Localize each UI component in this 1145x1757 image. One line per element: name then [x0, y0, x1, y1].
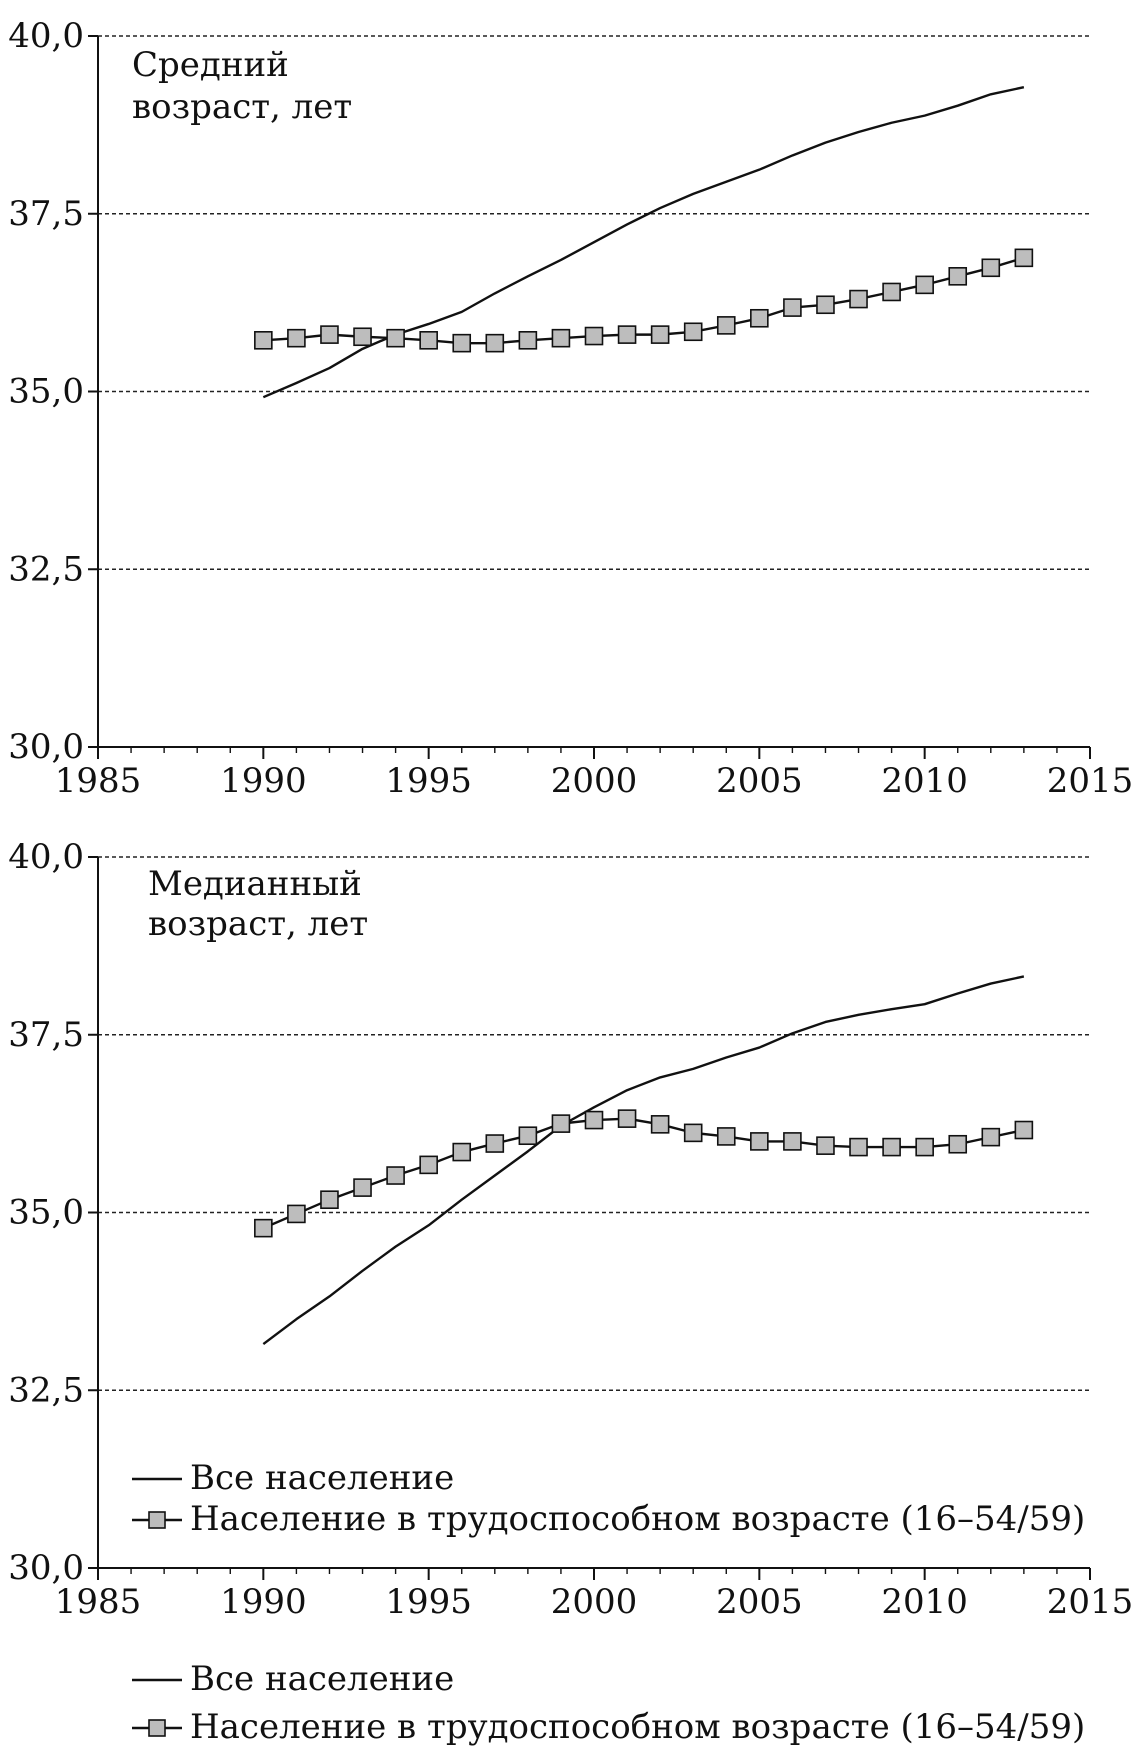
chart-title-line: возраст, лет — [132, 87, 352, 127]
data-point-square — [981, 1127, 1001, 1147]
x-tick-label: 1995 — [385, 761, 472, 801]
data-point-square — [816, 295, 835, 315]
data-point-square — [816, 1136, 835, 1155]
data-point-square — [617, 1109, 637, 1128]
data-point-square — [882, 282, 901, 302]
data-point-square — [948, 267, 968, 286]
x-tick-label: 2005 — [716, 1582, 803, 1622]
data-point-square — [882, 1137, 901, 1157]
x-tick-label: 2005 — [716, 761, 803, 801]
data-point-square — [386, 1166, 405, 1185]
x-tick-label: 2010 — [881, 1582, 968, 1622]
x-tick-label: 2000 — [551, 1582, 638, 1622]
data-point-square — [353, 327, 372, 347]
bottom-legend: Все население Население в трудоспособном … — [132, 1659, 1085, 1747]
data-point-square — [783, 1132, 802, 1151]
data-point-square — [617, 325, 637, 344]
series-line-2 — [263, 256, 1025, 345]
data-point-square — [254, 1218, 273, 1238]
data-point-square — [650, 325, 670, 344]
chart-title-line: возраст, лет — [148, 904, 368, 944]
data-point-square — [419, 1155, 438, 1175]
y-tick-label: 35,0 — [8, 1193, 84, 1233]
data-point-square — [518, 1126, 538, 1146]
data-point-square — [683, 1123, 703, 1143]
x-tick-label: 1985 — [55, 1582, 142, 1622]
data-point-square — [1014, 1120, 1034, 1140]
bottom-legend-label: Население в трудоспособном возрасте (16–… — [190, 1707, 1085, 1747]
data-point-square — [948, 1134, 968, 1154]
y-tick-label: 37,5 — [8, 194, 84, 234]
x-tick-label: 1990 — [220, 761, 307, 801]
chart-panel-1: 30,0 32,5 35,0 37,5 40,0 1985 1990 1995 2000 2005… — [8, 16, 1133, 801]
data-point-square — [386, 328, 405, 348]
data-point-square — [320, 1190, 339, 1210]
series-line-1 — [262, 86, 1025, 399]
data-point-square — [287, 328, 306, 348]
y-tick-label: 40,0 — [8, 837, 84, 877]
data-point-square — [452, 333, 472, 353]
data-point-square — [915, 275, 934, 295]
chart-title-line: Медианный — [148, 864, 362, 904]
data-point-square — [683, 322, 703, 342]
chart-panel-2: 30,0 32,5 35,0 37,5 40,0 1985 1990 1995 2000 2005… — [8, 837, 1133, 1622]
x-tick-label: 1985 — [55, 761, 142, 801]
data-point-square — [254, 331, 273, 350]
x-tick-label: 2010 — [881, 761, 968, 801]
y-tick-label: 37,5 — [8, 1015, 84, 1055]
series-line-1 — [262, 975, 1025, 1345]
chart-title-line: Средний — [132, 45, 289, 85]
data-point-square — [849, 289, 868, 309]
data-point-square — [452, 1142, 472, 1162]
data-point-square — [716, 1127, 736, 1146]
y-tick-label: 32,5 — [8, 1370, 84, 1410]
y-tick-label: 32,5 — [8, 549, 84, 589]
x-tick-label: 1990 — [220, 1582, 307, 1622]
y-tick-label: 40,0 — [8, 16, 84, 56]
x-tick-label: 2015 — [1047, 761, 1134, 801]
data-point-square — [485, 1134, 505, 1153]
bottom-legend-label: Все население — [190, 1659, 454, 1699]
data-point-square — [584, 326, 604, 346]
bottom-legend-square-marker — [148, 1719, 166, 1737]
data-point-square — [551, 328, 571, 348]
data-point-square — [650, 1115, 670, 1134]
legend-label: Население в трудоспособном возрасте (16–… — [190, 1499, 1085, 1539]
data-point-square — [518, 331, 538, 350]
series-line-2 — [262, 1117, 1025, 1230]
data-point-square — [353, 1178, 372, 1197]
data-point-square — [750, 1132, 769, 1151]
data-point-square — [419, 331, 438, 350]
data-point-square — [750, 308, 769, 328]
data-point-square — [716, 316, 736, 335]
data-point-square — [485, 333, 505, 353]
x-tick-label: 2000 — [551, 761, 638, 801]
data-point-square — [584, 1110, 604, 1130]
data-point-square — [849, 1137, 868, 1157]
data-point-square — [783, 298, 802, 317]
data-point-square — [1014, 248, 1034, 268]
legend-square-marker — [148, 1511, 166, 1529]
x-tick-label: 2015 — [1047, 1582, 1134, 1622]
data-point-square — [981, 258, 1001, 278]
data-point-square — [915, 1137, 934, 1157]
data-point-square — [287, 1204, 306, 1224]
y-tick-label: 30,0 — [8, 1548, 84, 1588]
x-tick-label: 1995 — [385, 1582, 472, 1622]
data-point-square — [320, 325, 339, 344]
data-point-square — [551, 1114, 571, 1133]
legend-label: Все население — [190, 1458, 454, 1498]
y-tick-label: 30,0 — [8, 727, 84, 767]
y-tick-label: 35,0 — [8, 372, 84, 412]
